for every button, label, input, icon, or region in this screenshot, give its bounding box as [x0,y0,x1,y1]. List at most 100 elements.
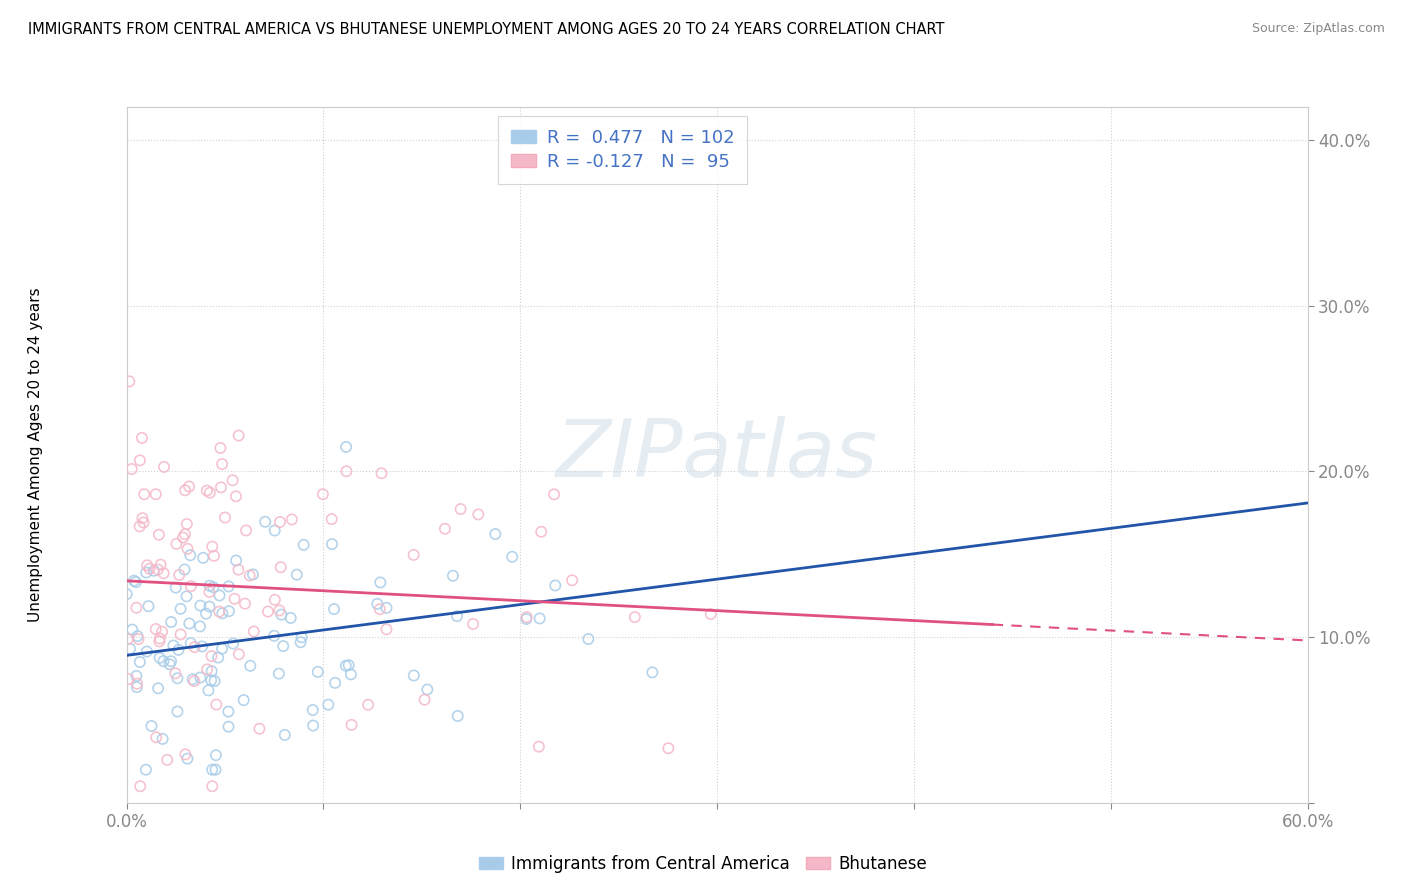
Point [138,599,160,614]
Point [218,720,240,734]
Point [218,579,240,593]
Point [375,622,398,636]
Point [228,647,250,661]
Point [183,640,205,654]
Point [122,574,145,588]
Point [148,528,170,542]
Point [190,599,212,613]
Text: Source: ZipAtlas.com: Source: ZipAtlas.com [1251,22,1385,36]
Point [402,668,425,682]
Point [138,562,160,576]
Point [159,657,181,672]
Point [207,650,229,665]
Point [121,623,143,637]
Point [180,579,202,593]
Point [242,567,264,582]
Point [169,602,191,616]
Point [224,591,246,606]
Point [530,524,553,539]
Point [191,550,214,565]
Point [467,508,489,522]
Point [131,431,153,445]
Point [127,629,149,643]
Point [135,644,157,658]
Point [228,563,250,577]
Point [274,728,297,742]
Point [270,560,292,574]
Point [214,510,236,524]
Point [413,692,436,706]
Point [146,681,169,696]
Point [190,671,212,685]
Point [370,467,392,481]
Point [335,440,357,454]
Point [204,763,226,777]
Point [254,515,277,529]
Point [200,673,222,688]
Point [290,635,312,649]
Point [271,639,294,653]
Point [209,480,232,494]
Point [198,485,221,500]
Point [222,636,245,650]
Point [267,666,290,681]
Point [188,619,211,633]
Point [205,748,228,763]
Point [195,662,218,676]
Point [183,674,205,689]
Point [174,747,197,762]
Point [370,575,392,590]
Point [176,590,198,604]
Point [285,567,308,582]
Point [156,753,179,767]
Point [160,615,183,629]
Point [221,473,243,487]
Point [127,632,149,646]
Point [561,574,583,588]
Point [117,672,139,686]
Point [118,375,141,389]
Point [527,739,550,754]
Point [195,607,218,621]
Point [179,548,201,562]
Point [218,604,240,618]
Point [323,676,346,690]
Point [301,703,323,717]
Point [145,731,167,745]
Point [441,568,464,582]
Point [166,671,188,685]
Point [228,428,250,442]
Point [204,673,226,688]
Point [269,515,291,529]
Point [307,665,329,679]
Point [202,549,225,563]
Point [340,667,363,681]
Point [281,512,304,526]
Point [368,602,391,616]
Point [461,617,484,632]
Point [152,566,174,581]
Point [129,779,152,793]
Point [375,600,398,615]
Point [312,487,335,501]
Point [433,522,456,536]
Point [263,629,285,643]
Point [135,566,157,580]
Point [165,537,187,551]
Point [249,722,271,736]
Point [176,516,198,531]
Point [291,630,314,644]
Point [201,664,224,678]
Point [450,502,472,516]
Point [201,540,224,554]
Point [321,537,343,551]
Point [316,698,339,712]
Point [269,603,291,617]
Point [179,616,201,631]
Point [132,516,155,530]
Point [357,698,380,712]
Point [543,487,565,501]
Point [167,643,190,657]
Point [176,751,198,765]
Point [402,548,425,562]
